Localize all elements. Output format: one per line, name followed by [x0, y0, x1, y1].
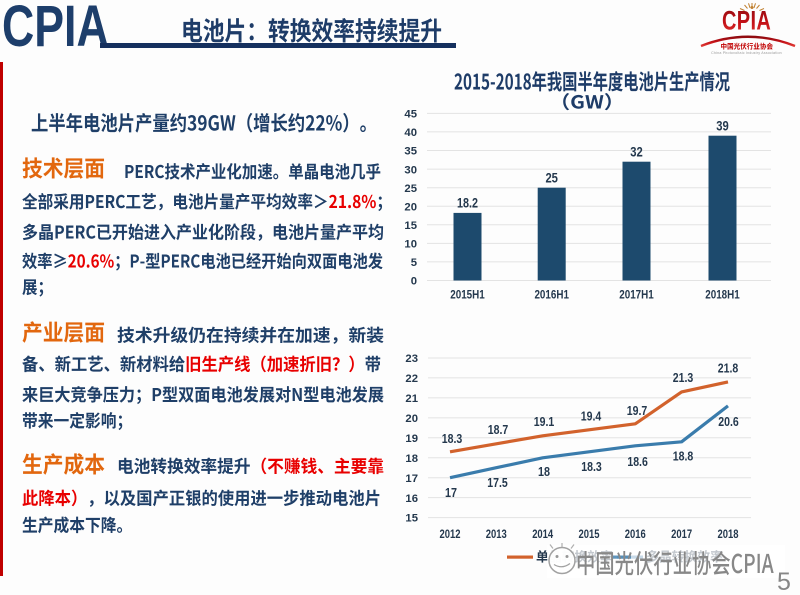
- svg-text:18: 18: [405, 453, 418, 465]
- svg-text:18.8: 18.8: [673, 449, 694, 464]
- svg-text:18.6: 18.6: [627, 454, 648, 469]
- svg-text:15: 15: [405, 513, 418, 525]
- svg-text:16: 16: [405, 493, 418, 505]
- svg-text:25: 25: [404, 183, 417, 195]
- svg-text:21.8: 21.8: [718, 361, 739, 376]
- svg-text:35: 35: [404, 146, 417, 158]
- svg-text:39: 39: [716, 119, 729, 134]
- svg-text:17: 17: [405, 473, 418, 485]
- svg-text:32: 32: [630, 145, 643, 160]
- svg-text:2012: 2012: [440, 528, 461, 541]
- svg-text:18.3: 18.3: [442, 431, 463, 446]
- svg-text:2016H1: 2016H1: [534, 289, 569, 301]
- svg-text:5: 5: [411, 257, 417, 269]
- svg-text:22: 22: [405, 373, 418, 385]
- svg-text:20.6: 20.6: [718, 414, 739, 429]
- svg-text:19: 19: [405, 433, 418, 445]
- svg-text:45: 45: [404, 109, 417, 121]
- svg-text:2015H1: 2015H1: [450, 289, 485, 301]
- svg-text:20: 20: [405, 413, 418, 425]
- svg-text:2016: 2016: [625, 528, 646, 541]
- svg-text:21.3: 21.3: [673, 370, 694, 385]
- svg-text:19.1: 19.1: [534, 414, 555, 429]
- svg-text:40: 40: [404, 127, 417, 139]
- svg-text:23: 23: [405, 353, 418, 365]
- svg-text:2015: 2015: [579, 528, 600, 541]
- svg-text:18: 18: [538, 464, 550, 479]
- svg-text:2014: 2014: [532, 528, 553, 541]
- svg-text:10: 10: [404, 239, 417, 251]
- svg-text:18.2: 18.2: [457, 196, 478, 211]
- svg-text:CPIA: CPIA: [722, 6, 771, 37]
- svg-text:18.3: 18.3: [581, 459, 602, 474]
- svg-text:15: 15: [404, 220, 417, 232]
- svg-text:0: 0: [411, 276, 417, 288]
- svg-text:30: 30: [404, 164, 417, 176]
- svg-text:China Photovoltaic Industry As: China Photovoltaic Industry Association: [711, 51, 782, 55]
- svg-text:20: 20: [404, 201, 417, 213]
- svg-text:19.4: 19.4: [581, 409, 602, 424]
- svg-text:21: 21: [405, 393, 418, 405]
- svg-text:2018: 2018: [718, 528, 739, 541]
- svg-text:17: 17: [445, 485, 457, 500]
- svg-text:19.7: 19.7: [627, 403, 648, 418]
- svg-text:2013: 2013: [486, 528, 507, 541]
- svg-text:18.7: 18.7: [488, 422, 509, 437]
- svg-text:2017: 2017: [671, 528, 692, 541]
- svg-text:17.5: 17.5: [487, 475, 508, 490]
- svg-text:5: 5: [777, 568, 791, 595]
- svg-text:2017H1: 2017H1: [619, 289, 654, 301]
- svg-text:25: 25: [545, 171, 558, 186]
- svg-text:2018H1: 2018H1: [705, 289, 740, 301]
